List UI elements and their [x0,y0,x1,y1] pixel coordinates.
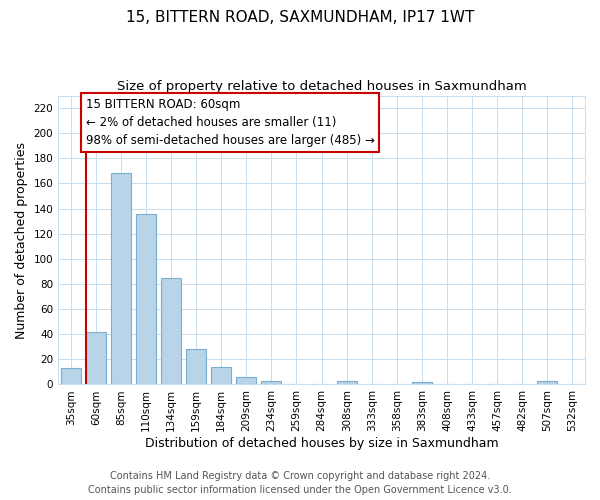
Bar [86,332,106,384]
Bar [186,350,206,384]
Bar [111,174,131,384]
Title: Size of property relative to detached houses in Saxmundham: Size of property relative to detached ho… [117,80,526,93]
Text: 15 BITTERN ROAD: 60sqm
← 2% of detached houses are smaller (11)
98% of semi-deta: 15 BITTERN ROAD: 60sqm ← 2% of detached … [86,98,374,147]
Bar [236,377,256,384]
Bar [337,380,357,384]
X-axis label: Distribution of detached houses by size in Saxmundham: Distribution of detached houses by size … [145,437,499,450]
Bar [211,367,231,384]
Bar [412,382,432,384]
Bar [161,278,181,384]
Bar [538,380,557,384]
Text: 15, BITTERN ROAD, SAXMUNDHAM, IP17 1WT: 15, BITTERN ROAD, SAXMUNDHAM, IP17 1WT [126,10,474,25]
Text: Contains HM Land Registry data © Crown copyright and database right 2024.
Contai: Contains HM Land Registry data © Crown c… [88,471,512,495]
Bar [61,368,81,384]
Bar [262,380,281,384]
Bar [136,214,156,384]
Y-axis label: Number of detached properties: Number of detached properties [15,142,28,338]
